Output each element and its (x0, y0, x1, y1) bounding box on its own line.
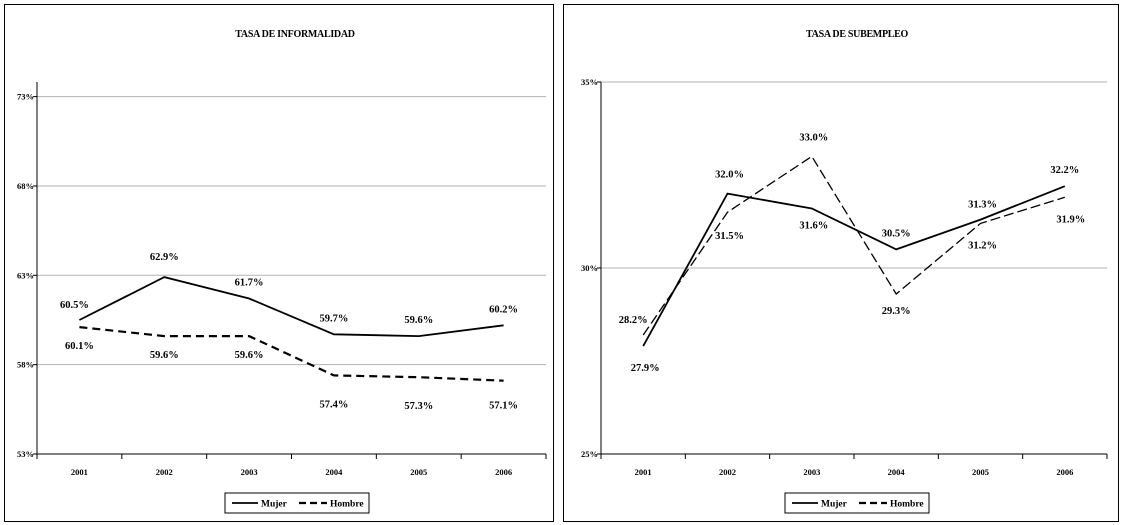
x-tick-label: 2003 (241, 467, 258, 477)
x-tick-label: 2003 (803, 467, 820, 477)
chart-informalidad: TASA DE INFORMALIDAD 53% 58% 63% 68% 73% 2001 2… (4, 4, 554, 522)
data-label-hombre: 29.3% (882, 306, 911, 317)
x-tick-label: 2004 (888, 467, 906, 477)
series-line-hombre (642, 155, 1065, 336)
x-tick-label: 2001 (635, 467, 652, 477)
legend-label-hombre: Hombre (890, 500, 924, 510)
chart-title: TASA DE SUBEMPLEO (806, 29, 908, 40)
y-tick-label: 53% (17, 449, 34, 459)
series-line-mujer (78, 276, 504, 338)
data-label-mujer: 59.6% (404, 315, 433, 326)
data-label-hombre: 31.2% (968, 240, 997, 251)
data-label-hombre: 57.1% (489, 401, 518, 412)
x-tick-label: 2002 (719, 467, 736, 477)
legend-label-mujer: Mujer (821, 500, 848, 510)
data-label-mujer: 59.7% (319, 313, 348, 324)
series-line-mujer (642, 185, 1066, 347)
chart-informalidad-svg: TASA DE INFORMALIDAD 53% 58% 63% 68% 73% 2001 2… (17, 29, 547, 514)
series-line-hombre (79, 326, 504, 382)
y-tick-label: 73% (17, 92, 34, 102)
legend-box (224, 492, 370, 514)
data-label-mujer: 32.2% (1050, 165, 1079, 176)
y-tick-label: 63% (17, 270, 34, 280)
data-label-mujer: 60.2% (489, 304, 518, 315)
x-tick-label: 2005 (410, 467, 427, 477)
chart-subempleo: TASA DE SUBEMPLEO 25% 30% 35% 2001 2002 2003 20… (563, 4, 1119, 522)
legend-label-mujer: Mujer (261, 500, 288, 510)
data-label-hombre: 57.3% (404, 401, 433, 412)
y-tick-label: 58% (17, 360, 34, 370)
x-tick-label: 2004 (325, 467, 343, 477)
data-label-mujer: 61.7% (235, 278, 264, 289)
data-label-hombre: 60.1% (65, 341, 94, 352)
data-label-hombre: 31.9% (1056, 214, 1085, 225)
y-tick-label: 25% (581, 449, 598, 459)
data-label-mujer: 30.5% (882, 228, 911, 239)
data-label-mujer: 32.0% (715, 170, 744, 181)
x-tick-label: 2001 (71, 467, 88, 477)
data-label-hombre: 28.2% (619, 315, 648, 326)
chart-subempleo-svg: TASA DE SUBEMPLEO 25% 30% 35% 2001 2002 2003 20… (581, 29, 1108, 514)
y-tick-label: 68% (17, 181, 34, 191)
x-tick-label: 2005 (972, 467, 989, 477)
legend-label-hombre: Hombre (330, 500, 364, 510)
data-label-hombre: 59.6% (235, 350, 264, 361)
data-label-mujer: 31.6% (799, 220, 828, 231)
data-label-mujer: 31.3% (968, 200, 997, 211)
y-tick-label: 30% (581, 263, 598, 273)
chart-title: TASA DE INFORMALIDAD (235, 29, 354, 40)
y-tick-label: 35% (581, 77, 598, 87)
legend-box (784, 492, 930, 514)
data-label-mujer: 62.9% (150, 252, 179, 263)
data-label-mujer: 27.9% (631, 363, 660, 374)
x-tick-label: 2006 (495, 467, 512, 477)
data-label-hombre: 59.6% (150, 350, 179, 361)
x-tick-label: 2002 (156, 467, 173, 477)
data-label-mujer: 60.5% (60, 300, 89, 311)
data-label-hombre: 33.0% (799, 132, 828, 143)
x-tick-label: 2006 (1056, 467, 1073, 477)
data-label-hombre: 57.4% (319, 399, 348, 410)
data-label-hombre: 31.5% (715, 231, 744, 242)
